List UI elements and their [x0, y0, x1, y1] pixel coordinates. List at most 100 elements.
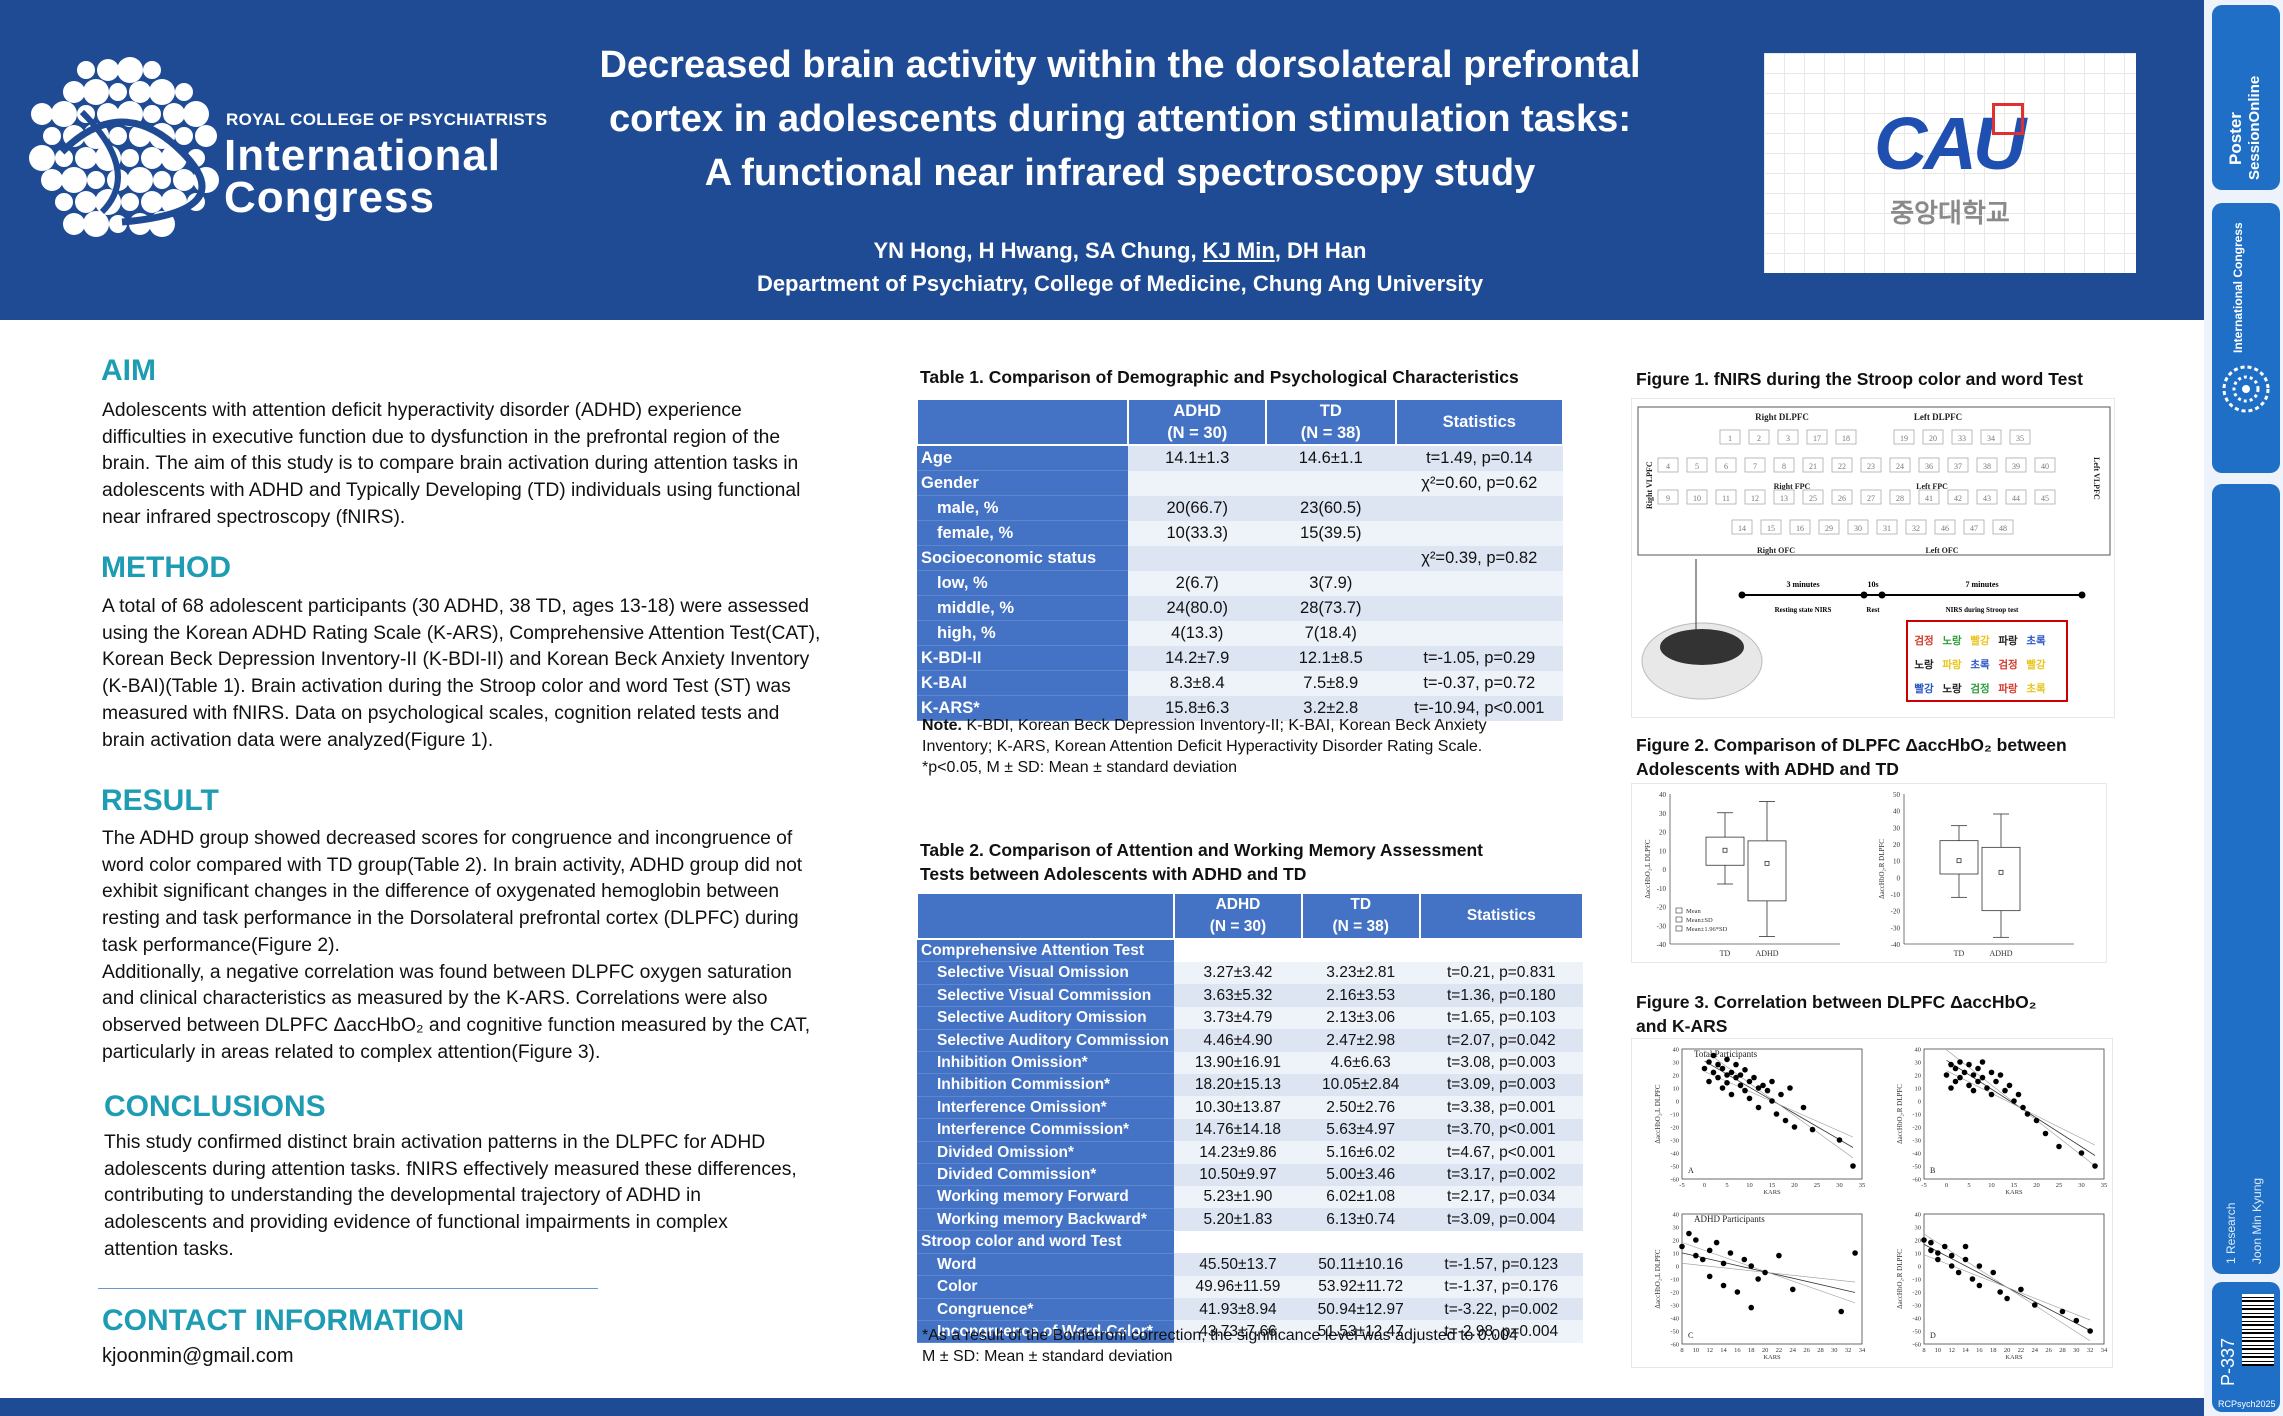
table-cell: 4.46±4.90	[1174, 1029, 1302, 1052]
channel-box	[1657, 489, 1679, 505]
congress-tab[interactable]: International Congress	[2212, 203, 2280, 473]
data-point	[1935, 1250, 1941, 1256]
channel-number: 14	[1738, 524, 1746, 533]
data-point	[1787, 1085, 1793, 1091]
stroop-word: 파랑	[1942, 658, 1962, 671]
channel-number: 28	[1896, 494, 1904, 503]
x-tick-label: 5	[1967, 1182, 1970, 1189]
y-tick-label: 0	[1676, 1099, 1679, 1106]
table1-note-label: Note.	[922, 717, 962, 734]
panel-letter: C	[1688, 1331, 1693, 1340]
table-row: Divided Commission* 10.50±9.97 5.00±3.46 t=…	[917, 1163, 1583, 1187]
channel-number: 10	[1693, 494, 1701, 503]
channel-box	[1802, 457, 1824, 473]
authors-before: YN Hong, H Hwang, SA Chung,	[873, 238, 1203, 263]
aim-line: difficulties in executive function due t…	[102, 426, 781, 448]
x-tick-label: 12	[1706, 1347, 1713, 1354]
table-cell: 4.6±6.63	[1301, 1051, 1420, 1074]
x-tick-label: 28	[1817, 1347, 1824, 1354]
channel-number: 12	[1751, 494, 1759, 503]
x-tick-label: 5	[1725, 1182, 1728, 1189]
data-point	[2011, 1098, 2017, 1104]
figure3-caption: Figure 3. Correlation between DLPFC Δacc…	[1636, 990, 2037, 1038]
row-label: high, %	[917, 620, 1129, 646]
legend-swatch	[1675, 916, 1683, 923]
y-tick-label: -20	[1670, 1125, 1679, 1132]
channel-number: 18	[1842, 434, 1850, 443]
row-label: Interference Commission*	[917, 1118, 1175, 1142]
data-point	[1706, 1078, 1712, 1085]
aim-line: near infrared spectroscopy (fNIRS).	[102, 506, 406, 528]
y-tick-label: -40	[1670, 1316, 1679, 1323]
stroop-word: 초록	[2026, 682, 2046, 695]
channel-number: 15	[1767, 524, 1775, 533]
table-cell	[1174, 1230, 1302, 1254]
table-cell: t=-2.98, p=0.004	[1419, 1320, 1583, 1343]
row-label: low, %	[917, 570, 1129, 596]
channel-box	[1748, 429, 1770, 445]
x-tick-label: 20	[1762, 1347, 1769, 1354]
data-point	[1724, 1080, 1730, 1086]
method-text: A total of 68 adolescent participants (3…	[102, 594, 820, 754]
table-row: Word 45.50±13.7 50.11±10.16 t=-1.57, p=0.12…	[917, 1253, 1583, 1277]
table-cell: 14.76±14.18	[1174, 1118, 1302, 1142]
table-cell: t=1.49, p=0.14	[1395, 445, 1563, 471]
channel-box	[1847, 519, 1869, 535]
y-tick-label: -50	[1670, 1329, 1679, 1336]
data-point	[1782, 1117, 1789, 1124]
result-heading: RESULT	[101, 784, 219, 817]
table-cell	[1395, 595, 1563, 621]
data-point	[1742, 1067, 1748, 1073]
channel-number: 7	[1753, 462, 1757, 471]
x-tick-label: 18	[1748, 1347, 1755, 1354]
channel-number: 3	[1786, 434, 1790, 443]
contact-email[interactable]: kjoonmin@gmail.com	[102, 1345, 294, 1367]
poster-session-online-tab[interactable]: Poster SessionOnline	[2212, 5, 2280, 190]
data-point	[1838, 1308, 1845, 1315]
y-tick-label: -30	[1670, 1303, 1679, 1310]
x-tick-label: 25	[2056, 1182, 2063, 1189]
channel-box	[1876, 519, 1898, 535]
timeline-label: 10s	[1867, 580, 1878, 589]
data-point	[1720, 1260, 1727, 1267]
table-header-cell	[915, 398, 1130, 446]
channel-number: 24	[1896, 462, 1904, 471]
logo-dot	[77, 61, 95, 79]
x-tick-label: 15	[2011, 1182, 2018, 1189]
x-tick-label: 32	[1845, 1347, 1852, 1354]
y-tick-label: 0	[1897, 874, 1901, 882]
table-row: Interference Commission* 14.76±14.18 5.63±…	[917, 1118, 1583, 1142]
boxplot-chart: 40 30 20 10 0 -10 -20 -30 -40 ΔaccHbO₂,L DLPFC TD A…	[1644, 791, 2074, 958]
logo-dot	[175, 127, 193, 145]
logo-dot	[61, 167, 87, 193]
y-axis-label: ΔaccHbO₂,R DLPFC	[1896, 1249, 1904, 1309]
table-cell: 5.16±6.02	[1301, 1141, 1420, 1164]
x-tick-label: 10	[1746, 1182, 1753, 1189]
y-tick-label: 30	[1893, 824, 1901, 832]
data-point	[1679, 1243, 1685, 1250]
section-divider	[98, 1288, 598, 1289]
channel-box	[1918, 457, 1940, 473]
logo-dot	[153, 171, 171, 189]
legend-swatch	[1675, 907, 1683, 914]
mean-marker	[1956, 858, 1962, 864]
channel-number: 5	[1695, 462, 1699, 471]
table-cell: 3(7.9)	[1265, 570, 1396, 596]
x-tick-label: TD	[1720, 949, 1731, 958]
table2-note: *As a result of the Bonferroni correctio…	[922, 1325, 1518, 1367]
logo-dot	[143, 61, 161, 79]
table-row: Age 14.1±1.3 14.6±1.1 t=1.49, p=0.14	[917, 445, 1563, 471]
data-point	[1748, 1304, 1755, 1311]
channel-box	[1831, 489, 1853, 505]
method-heading: METHOD	[101, 551, 231, 584]
channel-box	[1731, 519, 1753, 535]
y-tick-label: 20	[1915, 1238, 1922, 1245]
table-cell: 7(18.4)	[1265, 620, 1396, 646]
logo-dot	[121, 149, 139, 167]
logo-dot	[195, 125, 217, 147]
table-cell: 7.5±8.9	[1265, 670, 1396, 696]
table-row: Gender χ²=0.60, p=0.62	[917, 470, 1563, 496]
logo-dot	[173, 169, 195, 191]
table-cell: 8.3±8.4	[1128, 670, 1266, 696]
data-point	[2004, 1295, 2010, 1302]
